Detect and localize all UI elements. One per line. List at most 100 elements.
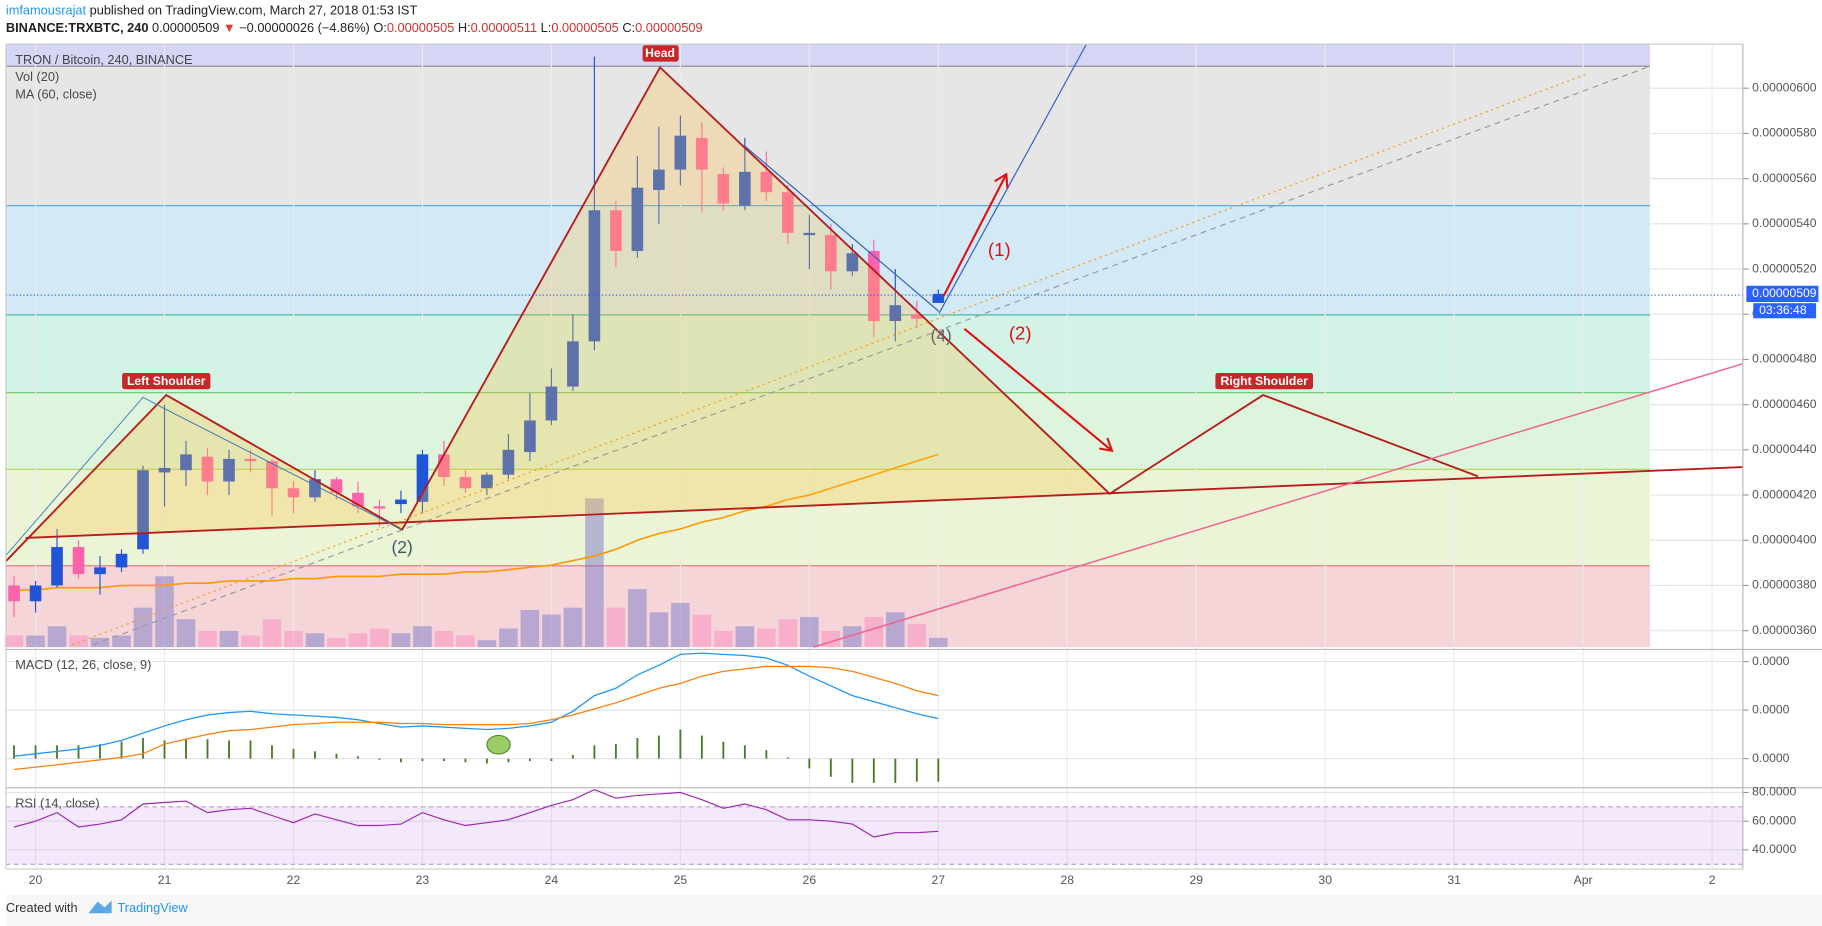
macd-histogram-bar — [249, 740, 252, 759]
volume-bar — [757, 628, 776, 648]
candle-body — [545, 386, 558, 421]
macd-histogram-bar — [851, 758, 854, 783]
x-tick-label: 31 — [1447, 873, 1461, 887]
pattern-drawings: Head Left Shoulder Right Shoulder (1) (2… — [5, 43, 1744, 755]
macd-histogram-bar — [786, 757, 789, 759]
volume-bar — [907, 623, 927, 648]
y-tick-label: 0.0000 — [1752, 654, 1789, 668]
candle-body — [696, 137, 708, 170]
volume-bar — [262, 619, 282, 648]
volume-bar — [219, 630, 239, 648]
volume-bar — [26, 635, 45, 648]
candle-body — [932, 293, 945, 303]
y-tick-label: 0.00000420 — [1752, 487, 1817, 501]
volume-bar — [563, 607, 583, 648]
macd-histogram-bar — [894, 758, 897, 783]
candle-body — [588, 210, 601, 342]
macd-histogram-bar — [99, 744, 101, 759]
macd-histogram-bar — [550, 758, 553, 762]
macd-histogram-bar — [485, 758, 488, 764]
macd-histogram-bar — [765, 750, 768, 759]
macd-histogram-bar — [120, 741, 123, 759]
macd-histogram-bar — [829, 758, 832, 777]
volume-bar — [671, 603, 690, 648]
candle-body — [201, 456, 214, 482]
volume-bar — [155, 576, 174, 648]
footer-brand[interactable]: TradingView — [117, 900, 188, 915]
y-tick-label: 60.0000 — [1752, 813, 1796, 827]
macd-histogram-bar — [185, 739, 187, 759]
y-tick-label: 0.00000520 — [1752, 261, 1817, 275]
candle-body — [287, 488, 300, 498]
x-tick-label: 2 — [1709, 873, 1716, 887]
candle-body — [717, 174, 730, 204]
macd-histogram-bar — [77, 745, 80, 759]
volume-bar — [714, 630, 733, 648]
label-box — [122, 372, 211, 390]
o-value: 0.00000505 — [387, 20, 454, 35]
candle-body — [29, 585, 42, 602]
y-tick-label: 0.00000560 — [1752, 171, 1817, 185]
signal-line — [13, 665, 939, 771]
band — [5, 314, 1650, 393]
x-tick-label: 20 — [29, 873, 43, 887]
macd-histogram-bar — [700, 735, 703, 759]
h-value: 0.00000511 — [471, 20, 538, 35]
candle-body — [846, 253, 859, 272]
candle-body — [631, 187, 644, 251]
macd-line — [13, 652, 939, 757]
candle-body — [674, 135, 687, 170]
candle-body — [223, 458, 235, 482]
y-tick-label: 0.00000360 — [1752, 623, 1817, 637]
y-tick-label: 0.00000580 — [1752, 126, 1817, 140]
axes: 20 21 22 23 24 25 26 27 28 29 30 31 Apr 2 0.00000360 0.… — [29, 80, 1819, 887]
header-line-2: BINANCE:TRXBTC, 240 0.00000509 ▼ −0.0000… — [6, 20, 703, 35]
candle-body — [309, 479, 321, 498]
volume-bar — [542, 614, 561, 648]
volume-bar — [198, 630, 217, 648]
volume-bar — [520, 609, 540, 648]
macd-histogram-bar — [743, 745, 746, 759]
candle-body — [373, 506, 386, 509]
label-box — [642, 45, 679, 62]
volume-bar — [69, 635, 88, 648]
candle-body — [567, 341, 579, 387]
price: 0.00000509 — [152, 20, 219, 35]
volume-bar — [176, 619, 196, 648]
candle-body — [416, 454, 429, 502]
trend-blue — [938, 43, 1087, 314]
x-tick-label: 22 — [287, 873, 301, 887]
volume-bar — [4, 635, 24, 648]
author[interactable]: imfamousrajat — [6, 3, 87, 18]
change-arrow: ▼ — [223, 20, 236, 35]
y-tick-label: 40.0000 — [1752, 842, 1796, 856]
candle-body — [137, 470, 149, 550]
macd-histogram-bar — [271, 745, 273, 759]
candle-body — [610, 210, 622, 251]
volume-bar — [241, 635, 260, 648]
macd-histogram-bar — [636, 738, 639, 759]
volume-bar — [499, 628, 518, 648]
header-line-1: imfamousrajat published on TradingView.c… — [6, 3, 418, 18]
macd-histogram-bar — [937, 758, 940, 782]
volume-bar — [886, 612, 905, 648]
volume-bar — [585, 498, 604, 648]
candle-body — [911, 314, 923, 319]
head-shoulders-line — [5, 65, 1479, 562]
o-label: O: — [373, 20, 386, 35]
volume-bar — [843, 626, 862, 648]
panel-frames — [5, 43, 1822, 926]
macd-histogram-bar — [915, 758, 918, 782]
candle-body — [330, 479, 343, 493]
neckline — [25, 466, 1743, 539]
candle-body — [459, 476, 472, 489]
ma-line — [14, 453, 939, 591]
l-value: 0.00000505 — [551, 20, 618, 35]
candle-body — [889, 305, 902, 322]
y-tick-label: 0.00000400 — [1752, 532, 1817, 546]
volume-bar — [305, 633, 325, 648]
candle-body — [782, 192, 794, 233]
macd-histogram-bar — [872, 758, 875, 783]
candle-body — [653, 169, 665, 190]
